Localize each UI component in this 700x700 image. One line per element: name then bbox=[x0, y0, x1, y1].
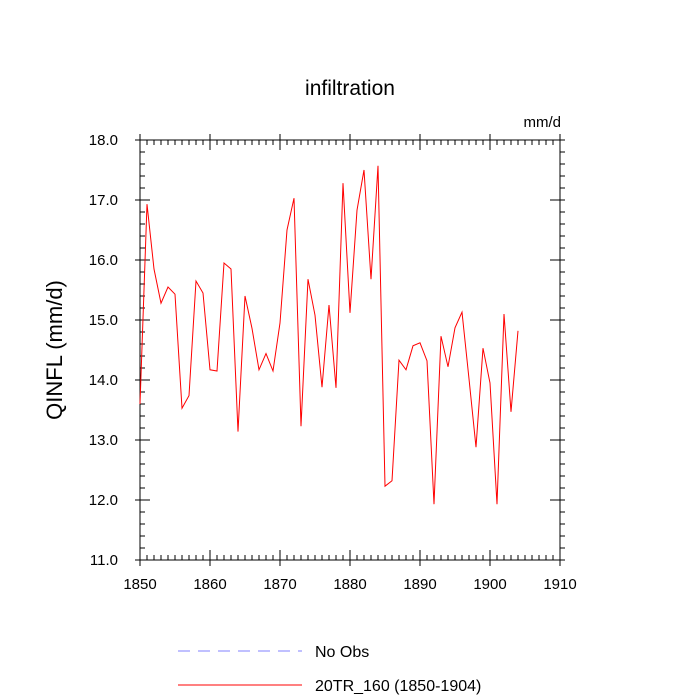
x-tick-label: 1880 bbox=[333, 576, 366, 593]
series-line-1 bbox=[139, 165, 519, 505]
chart-title: infiltration bbox=[305, 77, 395, 100]
y-tick-label: 16.0 bbox=[89, 252, 118, 269]
x-tick-label: 1870 bbox=[263, 576, 296, 593]
x-tick-label: 1850 bbox=[123, 576, 156, 593]
y-tick-label: 17.0 bbox=[89, 192, 118, 209]
y-tick-label: 15.0 bbox=[89, 312, 118, 329]
y-tick-label: 18.0 bbox=[89, 132, 118, 149]
x-tick-label: 1860 bbox=[193, 576, 226, 593]
plot-area: 1850 1860 1870 1880 1890 1900 1910 11.0 12.0 13.0… bbox=[89, 132, 577, 593]
x-tick-label: 1900 bbox=[473, 576, 506, 593]
y-tick-label: 13.0 bbox=[89, 432, 118, 449]
y-tick-label: 12.0 bbox=[89, 492, 118, 509]
units-label: mm/d bbox=[524, 114, 562, 131]
legend-label-0: No Obs bbox=[315, 644, 369, 661]
legend-label-1: 20TR_160 (1850-1904) bbox=[315, 678, 481, 695]
x-tick-label: 1910 bbox=[543, 576, 576, 593]
y-tick-label: 11.0 bbox=[90, 552, 118, 569]
y-axis-label: QINFL (mm/d) bbox=[42, 280, 67, 420]
y-tick-label: 14.0 bbox=[89, 372, 118, 389]
legend: No Obs 20TR_160 (1850-1904) bbox=[178, 644, 481, 695]
x-tick-label: 1890 bbox=[403, 576, 436, 593]
